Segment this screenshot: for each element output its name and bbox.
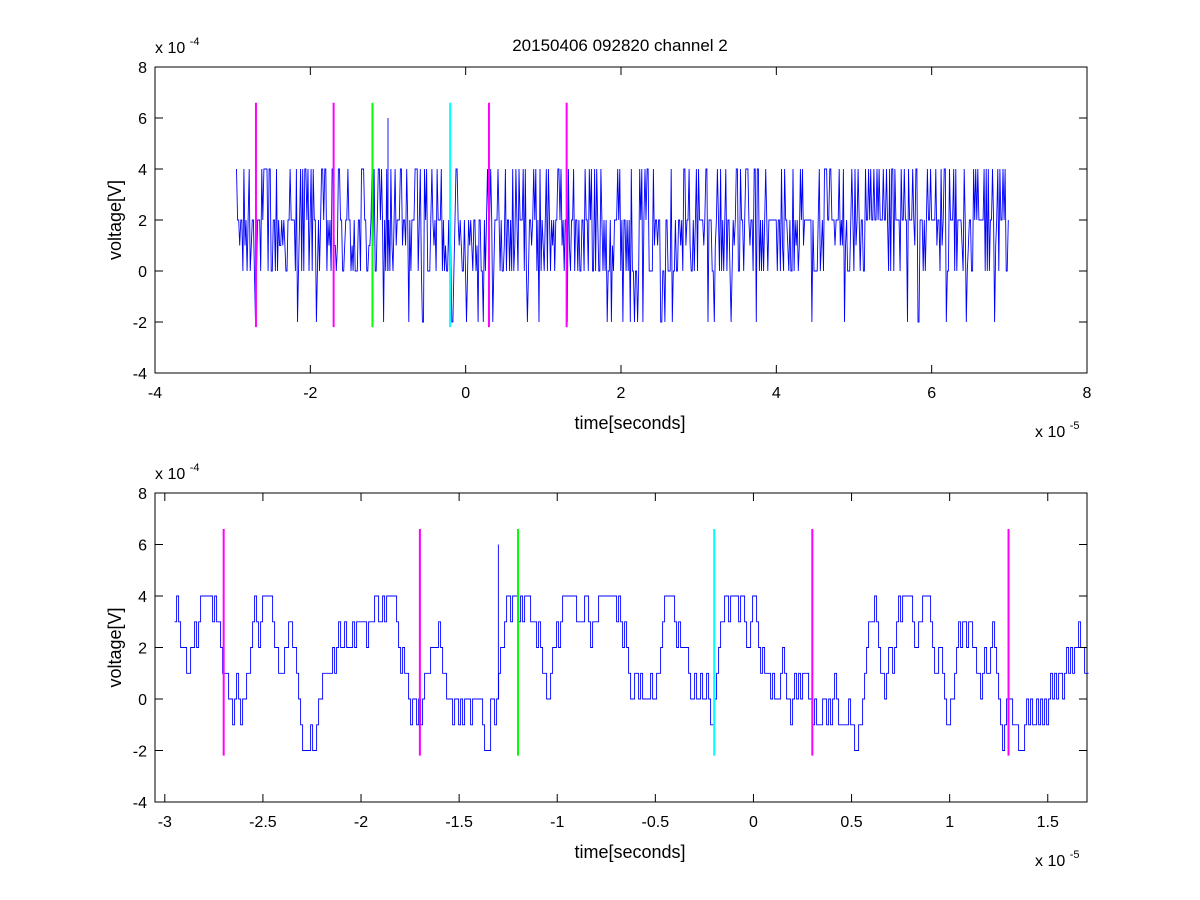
y-tick-label: 8 (138, 60, 147, 77)
x-exponent-power: -5 (1070, 849, 1080, 861)
x-tick-label: 6 (927, 385, 936, 402)
y-tick-label: 4 (138, 589, 147, 606)
x-tick-label: -2 (354, 814, 368, 831)
x-tick-label: -2 (303, 385, 317, 402)
x-tick-label: 8 (1083, 385, 1092, 402)
y-tick-label: 6 (138, 111, 147, 128)
signal-trace (174, 595, 1089, 751)
x-axis-label: time[seconds] (574, 842, 685, 862)
y-tick-label: 0 (138, 264, 147, 281)
y-tick-label: -4 (133, 366, 147, 383)
y-tick-label: 8 (138, 486, 147, 503)
y-tick-label: 0 (138, 692, 147, 709)
y-tick-label: 2 (138, 213, 147, 230)
plot-2: -3 -2.5 -2 -1.5 -1 -0.5 0 0.5 1 1.5 -4 -2 0 2 4 6 8 time[… (105, 462, 1089, 870)
x-tick-label: 1.5 (1037, 814, 1059, 831)
y-tick-label: -2 (133, 744, 147, 761)
x-exponent-power: -5 (1070, 420, 1080, 432)
x-tick-label: -0.5 (642, 814, 670, 831)
x-tick-label: 1 (945, 814, 954, 831)
x-tick-label: -3 (158, 814, 172, 831)
x-tick-label: -4 (148, 385, 162, 402)
figure-title: 20150406 092820 channel 2 (512, 36, 728, 55)
x-tick-label: -1 (550, 814, 564, 831)
y-exponent-label: x 10 -4 (155, 36, 199, 57)
y-exponent-power: -4 (190, 462, 200, 474)
axes-box (154, 66, 1088, 374)
y-tick-label: -2 (133, 315, 147, 332)
x-exponent-label: x 10 -5 (1035, 849, 1079, 870)
y-tick-label: 2 (138, 641, 147, 658)
x-tick-label: -2.5 (249, 814, 277, 831)
x-tick-label: 4 (772, 385, 781, 402)
y-axis-label: voltage[V] (105, 607, 125, 687)
x-tick-label: 0.5 (840, 814, 862, 831)
y-exponent-label: x 10 -4 (155, 462, 199, 483)
y-axis-label: voltage[V] (105, 180, 125, 260)
y-tick-label: 4 (138, 162, 147, 179)
y-exponent-power: -4 (190, 36, 200, 48)
x-tick-label: 0 (749, 814, 758, 831)
x-tick-label: 2 (617, 385, 626, 402)
x-exponent-label: x 10 -5 (1035, 420, 1079, 441)
x-axis-label: time[seconds] (574, 413, 685, 433)
plot-1: -4 -2 0 2 4 6 8 -4 -2 0 2 4 6 8 time[seconds] voltage[V… (105, 36, 1092, 441)
x-tick-label: 0 (461, 385, 470, 402)
x-tick-label: -1.5 (445, 814, 473, 831)
y-tick-label: -4 (133, 795, 147, 812)
y-tick-label: 6 (138, 538, 147, 555)
signal-trace (236, 168, 1009, 323)
